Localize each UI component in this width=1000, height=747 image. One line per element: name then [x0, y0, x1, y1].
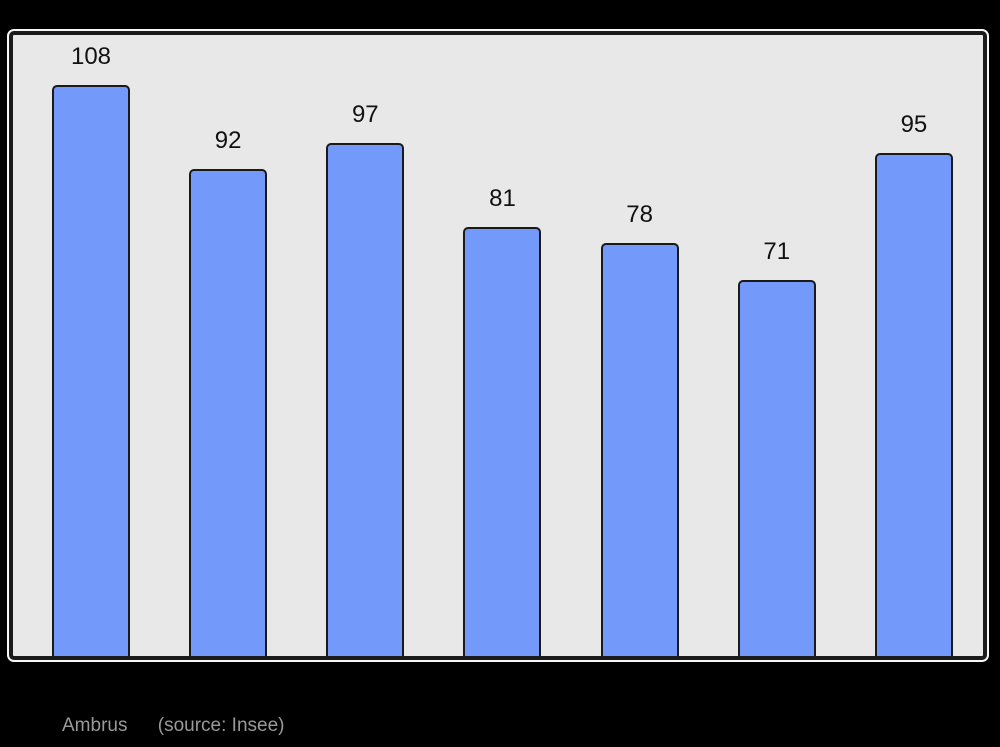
bars-track: 108 92 97 81 78 71 95: [13, 35, 983, 656]
bar: [52, 84, 130, 656]
bar-group: 92: [189, 127, 268, 656]
bar: [463, 227, 542, 656]
bar-group: 97: [326, 100, 405, 656]
chart-caption: Ambrus (source: Insee): [62, 714, 284, 738]
bar-value-label: 81: [489, 185, 516, 213]
bar-value-label: 71: [763, 237, 791, 265]
bar-group: 81: [463, 185, 542, 656]
bar: [189, 169, 268, 656]
bar: [326, 142, 405, 656]
bar-group: 95: [874, 111, 953, 656]
bar-group: 71: [737, 237, 816, 656]
bar-value-label: 95: [900, 111, 928, 139]
bar-group: 78: [600, 200, 679, 656]
caption-source: (source: Insee): [157, 715, 285, 736]
bar: [600, 242, 679, 656]
bar-group: 108: [52, 43, 130, 656]
bar: [737, 279, 816, 656]
bar-value-label: 92: [214, 127, 242, 155]
bar-value-label: 78: [626, 200, 653, 228]
chart-panel: 108 92 97 81 78 71 95: [7, 29, 989, 662]
caption-title: Ambrus: [62, 715, 128, 736]
bar: [874, 153, 953, 656]
bar-value-label: 97: [351, 100, 379, 128]
bar-value-label: 108: [70, 42, 112, 70]
